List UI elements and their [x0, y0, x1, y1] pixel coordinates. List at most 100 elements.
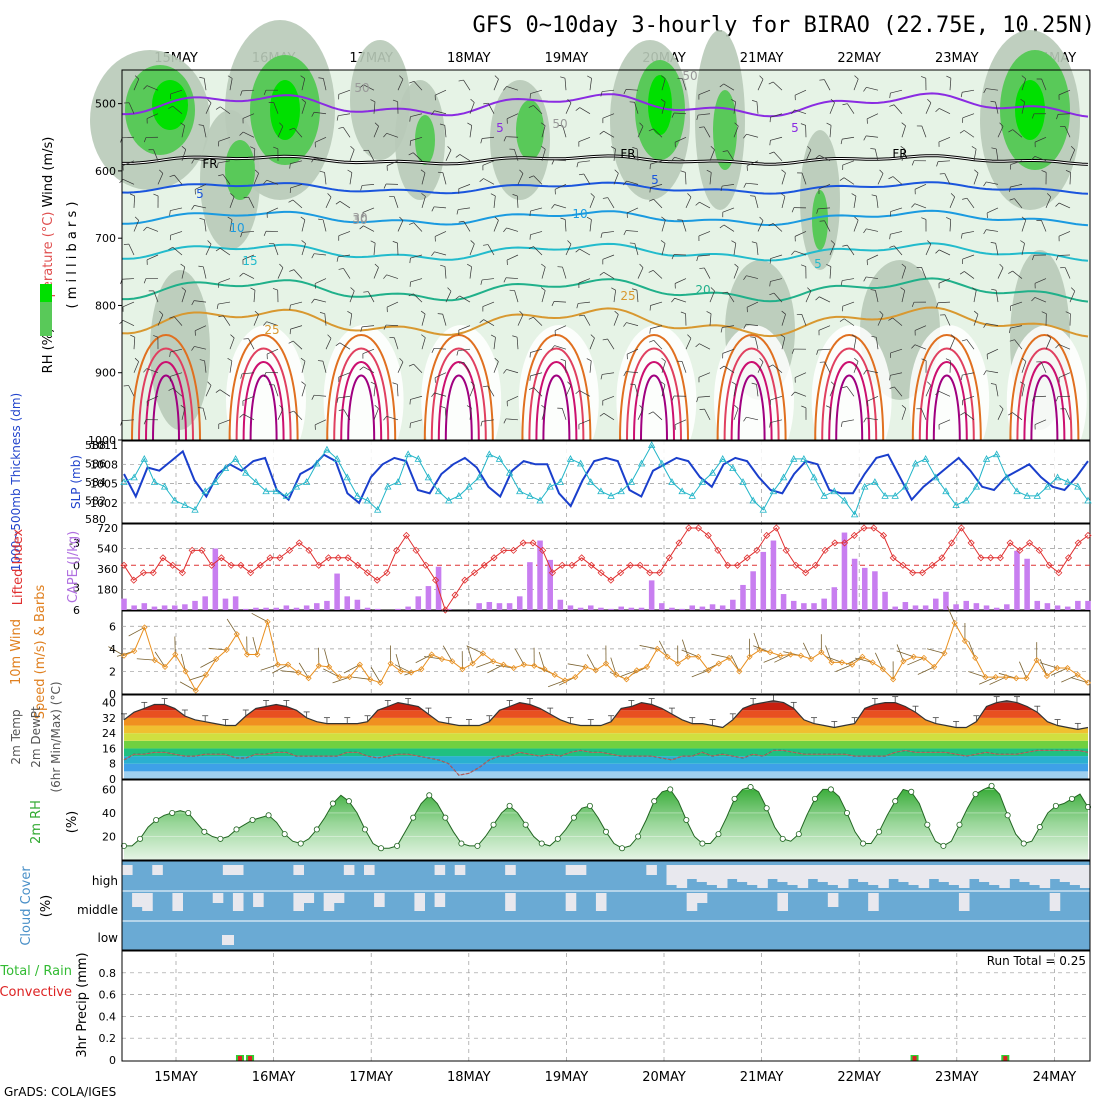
upper-wind-barb — [650, 184, 663, 188]
upper-wind-barb-flag — [575, 107, 580, 111]
upper-wind-barb — [123, 320, 135, 326]
upper-wind-barb — [324, 172, 327, 185]
cape-bar — [1064, 606, 1071, 610]
cloud-mid-gap — [414, 893, 425, 911]
upper-wind-barb — [602, 372, 615, 375]
upper-wind-barb-flag — [503, 86, 507, 91]
upper-wind-barb-flag — [842, 386, 848, 389]
upper-wind-barb — [444, 266, 447, 279]
upper-wind-barb — [463, 221, 471, 232]
cloud-mid-gap — [505, 893, 516, 911]
upper-wind-barb — [842, 301, 855, 307]
upper-wind-barb — [362, 325, 375, 328]
thickness-point — [942, 487, 950, 495]
date-label-top: 18MAY — [447, 51, 491, 66]
lifted-index-point — [568, 561, 576, 569]
upper-wind-barb — [483, 319, 495, 326]
lifted-index-point — [597, 569, 605, 577]
cloud-high-gap — [293, 865, 304, 875]
wind-speed-point — [172, 651, 179, 658]
upper-wind-barb-flag — [263, 372, 267, 378]
thickness-point — [607, 492, 615, 499]
contour-hot-loop — [723, 347, 780, 441]
upper-wind-barb-flag — [819, 220, 825, 222]
upper-wind-barb — [579, 390, 591, 397]
upper-wind-barb-flag — [383, 133, 387, 138]
upper-wind-barb-flag — [769, 140, 771, 146]
lifted-index-point — [694, 524, 703, 532]
wind-speed-point — [551, 671, 558, 678]
surface-wind-barb — [467, 646, 474, 664]
upper-wind-barb — [801, 172, 807, 185]
lifted-index-point — [889, 554, 897, 562]
cloud-high-gap — [222, 865, 234, 875]
upper-wind-barb — [997, 267, 1004, 279]
lifted-index-point — [130, 576, 138, 584]
wind-speed-point — [961, 637, 969, 645]
upper-wind-barb-flag — [551, 204, 555, 209]
upper-wind-barb — [818, 207, 831, 210]
rh-point — [988, 782, 995, 789]
upper-wind-barb — [229, 360, 233, 373]
upper-wind-barb — [506, 418, 519, 421]
upper-wind-barb — [343, 127, 351, 138]
upper-wind-barb — [756, 101, 759, 114]
upper-wind-barb-flag — [134, 75, 140, 80]
upper-wind-barb — [530, 348, 543, 353]
upper-wind-barb-flag — [227, 216, 233, 220]
upper-wind-barb-flag — [801, 405, 807, 409]
upper-wind-barb — [1040, 361, 1047, 373]
rh-shade — [350, 40, 410, 160]
upper-wind-barb-flag — [743, 324, 747, 329]
lifted-index-point — [529, 539, 537, 547]
rh-point — [619, 845, 626, 852]
upper-wind-barb — [634, 384, 639, 397]
upper-wind-barb — [121, 136, 135, 139]
upper-wind-barb — [530, 372, 543, 377]
upper-wind-barb — [603, 130, 615, 138]
contour-hot-loop — [340, 361, 383, 441]
cloud-high-gap — [747, 865, 758, 885]
wind-speed-point — [900, 658, 907, 665]
date-label-bottom: 23MAY — [935, 1070, 979, 1085]
upper-wind-barb — [727, 150, 735, 162]
upper-wind-barb — [122, 179, 135, 185]
thickness-point — [1013, 487, 1021, 495]
upper-wind-barb — [853, 337, 857, 350]
cloud-high-gap — [928, 865, 940, 879]
upper-wind-barb-flag — [409, 222, 414, 225]
upper-wind-barb-flag — [576, 303, 579, 309]
wind-speed-point — [418, 666, 425, 673]
upper-wind-barb — [223, 315, 231, 326]
upper-wind-barb-flag — [230, 193, 235, 197]
contour-hot-loop — [423, 334, 494, 441]
lifted-index-point — [451, 591, 459, 599]
wind-speed-point — [531, 662, 538, 669]
cape-bar — [1024, 558, 1030, 610]
cape-bar — [293, 607, 300, 610]
upper-wind-barb-flag — [888, 317, 893, 321]
upper-wind-barb-flag — [279, 263, 284, 268]
wind-speed-point — [459, 666, 466, 673]
upper-wind-barb-flag — [383, 416, 387, 421]
upper-wind-barb-flag — [335, 342, 341, 347]
wind-speed-point — [500, 661, 507, 668]
contour-hot-loop — [152, 374, 180, 441]
surface-wind-barb — [252, 636, 258, 655]
surface-wind-barb — [763, 655, 781, 663]
upper-wind-barb-flag — [695, 201, 700, 206]
upper-wind-barb — [626, 207, 639, 214]
rh-point — [201, 828, 208, 835]
upper-wind-barb — [603, 413, 615, 421]
upper-wind-barb-flag — [1041, 170, 1047, 173]
upper-wind-barb-flag — [962, 197, 968, 200]
upper-wind-barb — [469, 384, 475, 397]
upper-wind-barb — [122, 301, 135, 308]
upper-wind-barb-flag — [289, 304, 291, 311]
upper-wind-barb-flag — [440, 264, 446, 267]
rh-point — [313, 826, 320, 833]
cape-bar — [730, 599, 736, 610]
wind-frame — [121, 610, 1091, 695]
temp-band — [124, 740, 1088, 749]
surface-wind-barb — [108, 646, 125, 656]
